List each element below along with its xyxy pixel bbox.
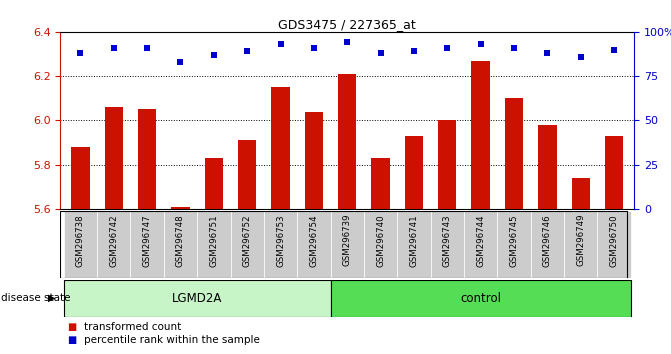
Bar bbox=[297, 211, 331, 278]
Bar bbox=[138, 109, 156, 209]
Text: disease state: disease state bbox=[1, 293, 70, 303]
Text: GSM296752: GSM296752 bbox=[243, 214, 252, 267]
Point bbox=[342, 40, 353, 45]
Bar bbox=[438, 120, 456, 209]
Text: GSM296749: GSM296749 bbox=[576, 214, 585, 267]
Text: GSM296741: GSM296741 bbox=[409, 214, 419, 267]
Bar bbox=[271, 87, 290, 209]
Bar bbox=[364, 211, 397, 278]
Point bbox=[609, 47, 619, 52]
Text: GSM296750: GSM296750 bbox=[609, 214, 619, 267]
Text: GSM296748: GSM296748 bbox=[176, 214, 185, 267]
Bar bbox=[505, 98, 523, 209]
Bar bbox=[238, 140, 256, 209]
Point bbox=[409, 48, 419, 54]
Bar bbox=[71, 147, 89, 209]
Bar bbox=[205, 158, 223, 209]
Bar bbox=[264, 211, 297, 278]
Bar bbox=[605, 136, 623, 209]
Bar bbox=[431, 211, 464, 278]
Bar bbox=[305, 112, 323, 209]
Bar bbox=[331, 280, 631, 317]
Bar bbox=[231, 211, 264, 278]
Bar bbox=[338, 74, 356, 209]
Text: GSM296754: GSM296754 bbox=[309, 214, 318, 267]
Bar bbox=[372, 158, 390, 209]
Point bbox=[375, 50, 386, 56]
Bar bbox=[130, 211, 164, 278]
Bar bbox=[405, 136, 423, 209]
Text: GSM296746: GSM296746 bbox=[543, 214, 552, 267]
Text: GSM296751: GSM296751 bbox=[209, 214, 218, 267]
Bar bbox=[564, 211, 597, 278]
Point bbox=[542, 50, 553, 56]
Point bbox=[442, 45, 453, 51]
Text: ■: ■ bbox=[67, 335, 76, 345]
Text: ▶: ▶ bbox=[48, 293, 55, 303]
Point bbox=[209, 52, 219, 58]
Text: LGMD2A: LGMD2A bbox=[172, 292, 222, 305]
Text: control: control bbox=[460, 292, 501, 305]
Point bbox=[575, 54, 586, 59]
Bar bbox=[472, 61, 490, 209]
Bar bbox=[538, 125, 556, 209]
Text: transformed count: transformed count bbox=[84, 322, 181, 332]
Bar bbox=[597, 211, 631, 278]
Text: GSM296743: GSM296743 bbox=[443, 214, 452, 267]
Point bbox=[309, 45, 319, 51]
Text: GSM296739: GSM296739 bbox=[343, 214, 352, 267]
Bar bbox=[397, 211, 431, 278]
Title: GDS3475 / 227365_at: GDS3475 / 227365_at bbox=[278, 18, 416, 31]
Point bbox=[175, 59, 186, 65]
Bar bbox=[464, 211, 497, 278]
Point bbox=[75, 50, 86, 56]
Text: GSM296744: GSM296744 bbox=[476, 214, 485, 267]
Bar bbox=[164, 211, 197, 278]
Text: GSM296740: GSM296740 bbox=[376, 214, 385, 267]
Text: GSM296747: GSM296747 bbox=[143, 214, 152, 267]
Point bbox=[475, 41, 486, 47]
Bar bbox=[105, 107, 123, 209]
Text: ■: ■ bbox=[67, 322, 76, 332]
Point bbox=[275, 41, 286, 47]
Point bbox=[142, 45, 152, 51]
Bar bbox=[97, 211, 130, 278]
Bar bbox=[197, 211, 231, 278]
Point bbox=[509, 45, 519, 51]
Bar bbox=[497, 211, 531, 278]
Text: GSM296745: GSM296745 bbox=[509, 214, 519, 267]
Point bbox=[242, 48, 252, 54]
Text: GSM296738: GSM296738 bbox=[76, 214, 85, 267]
Text: GSM296753: GSM296753 bbox=[276, 214, 285, 267]
Text: percentile rank within the sample: percentile rank within the sample bbox=[84, 335, 260, 345]
Bar bbox=[64, 211, 97, 278]
Bar bbox=[64, 280, 331, 317]
Bar bbox=[572, 178, 590, 209]
Text: GSM296742: GSM296742 bbox=[109, 214, 118, 267]
Bar bbox=[531, 211, 564, 278]
Bar bbox=[171, 207, 190, 209]
Point bbox=[109, 45, 119, 51]
Bar bbox=[331, 211, 364, 278]
